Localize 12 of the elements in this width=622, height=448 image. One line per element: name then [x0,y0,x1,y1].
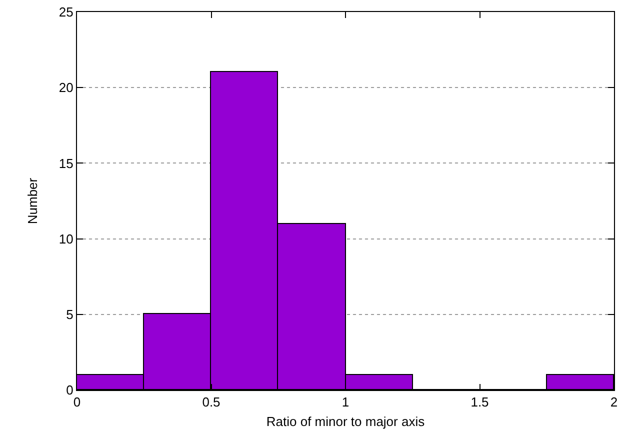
y-tick-label: 20 [58,80,74,96]
x-axis-title: Ratio of minor to major axis [266,414,426,430]
y-tick-label: 10 [58,231,74,246]
y-axis-title: Number [24,177,40,224]
x-tick-label: 1 [342,394,350,410]
x-tick-label: 0.5 [202,394,220,410]
x-tick-label: 1.5 [470,394,489,410]
y-tick-label: 5 [66,306,74,322]
y-tick-label: 15 [58,156,74,171]
y-tick-label: 25 [58,4,74,20]
y-tick-label: 0 [66,382,74,398]
x-tick-label: 2 [610,394,618,410]
